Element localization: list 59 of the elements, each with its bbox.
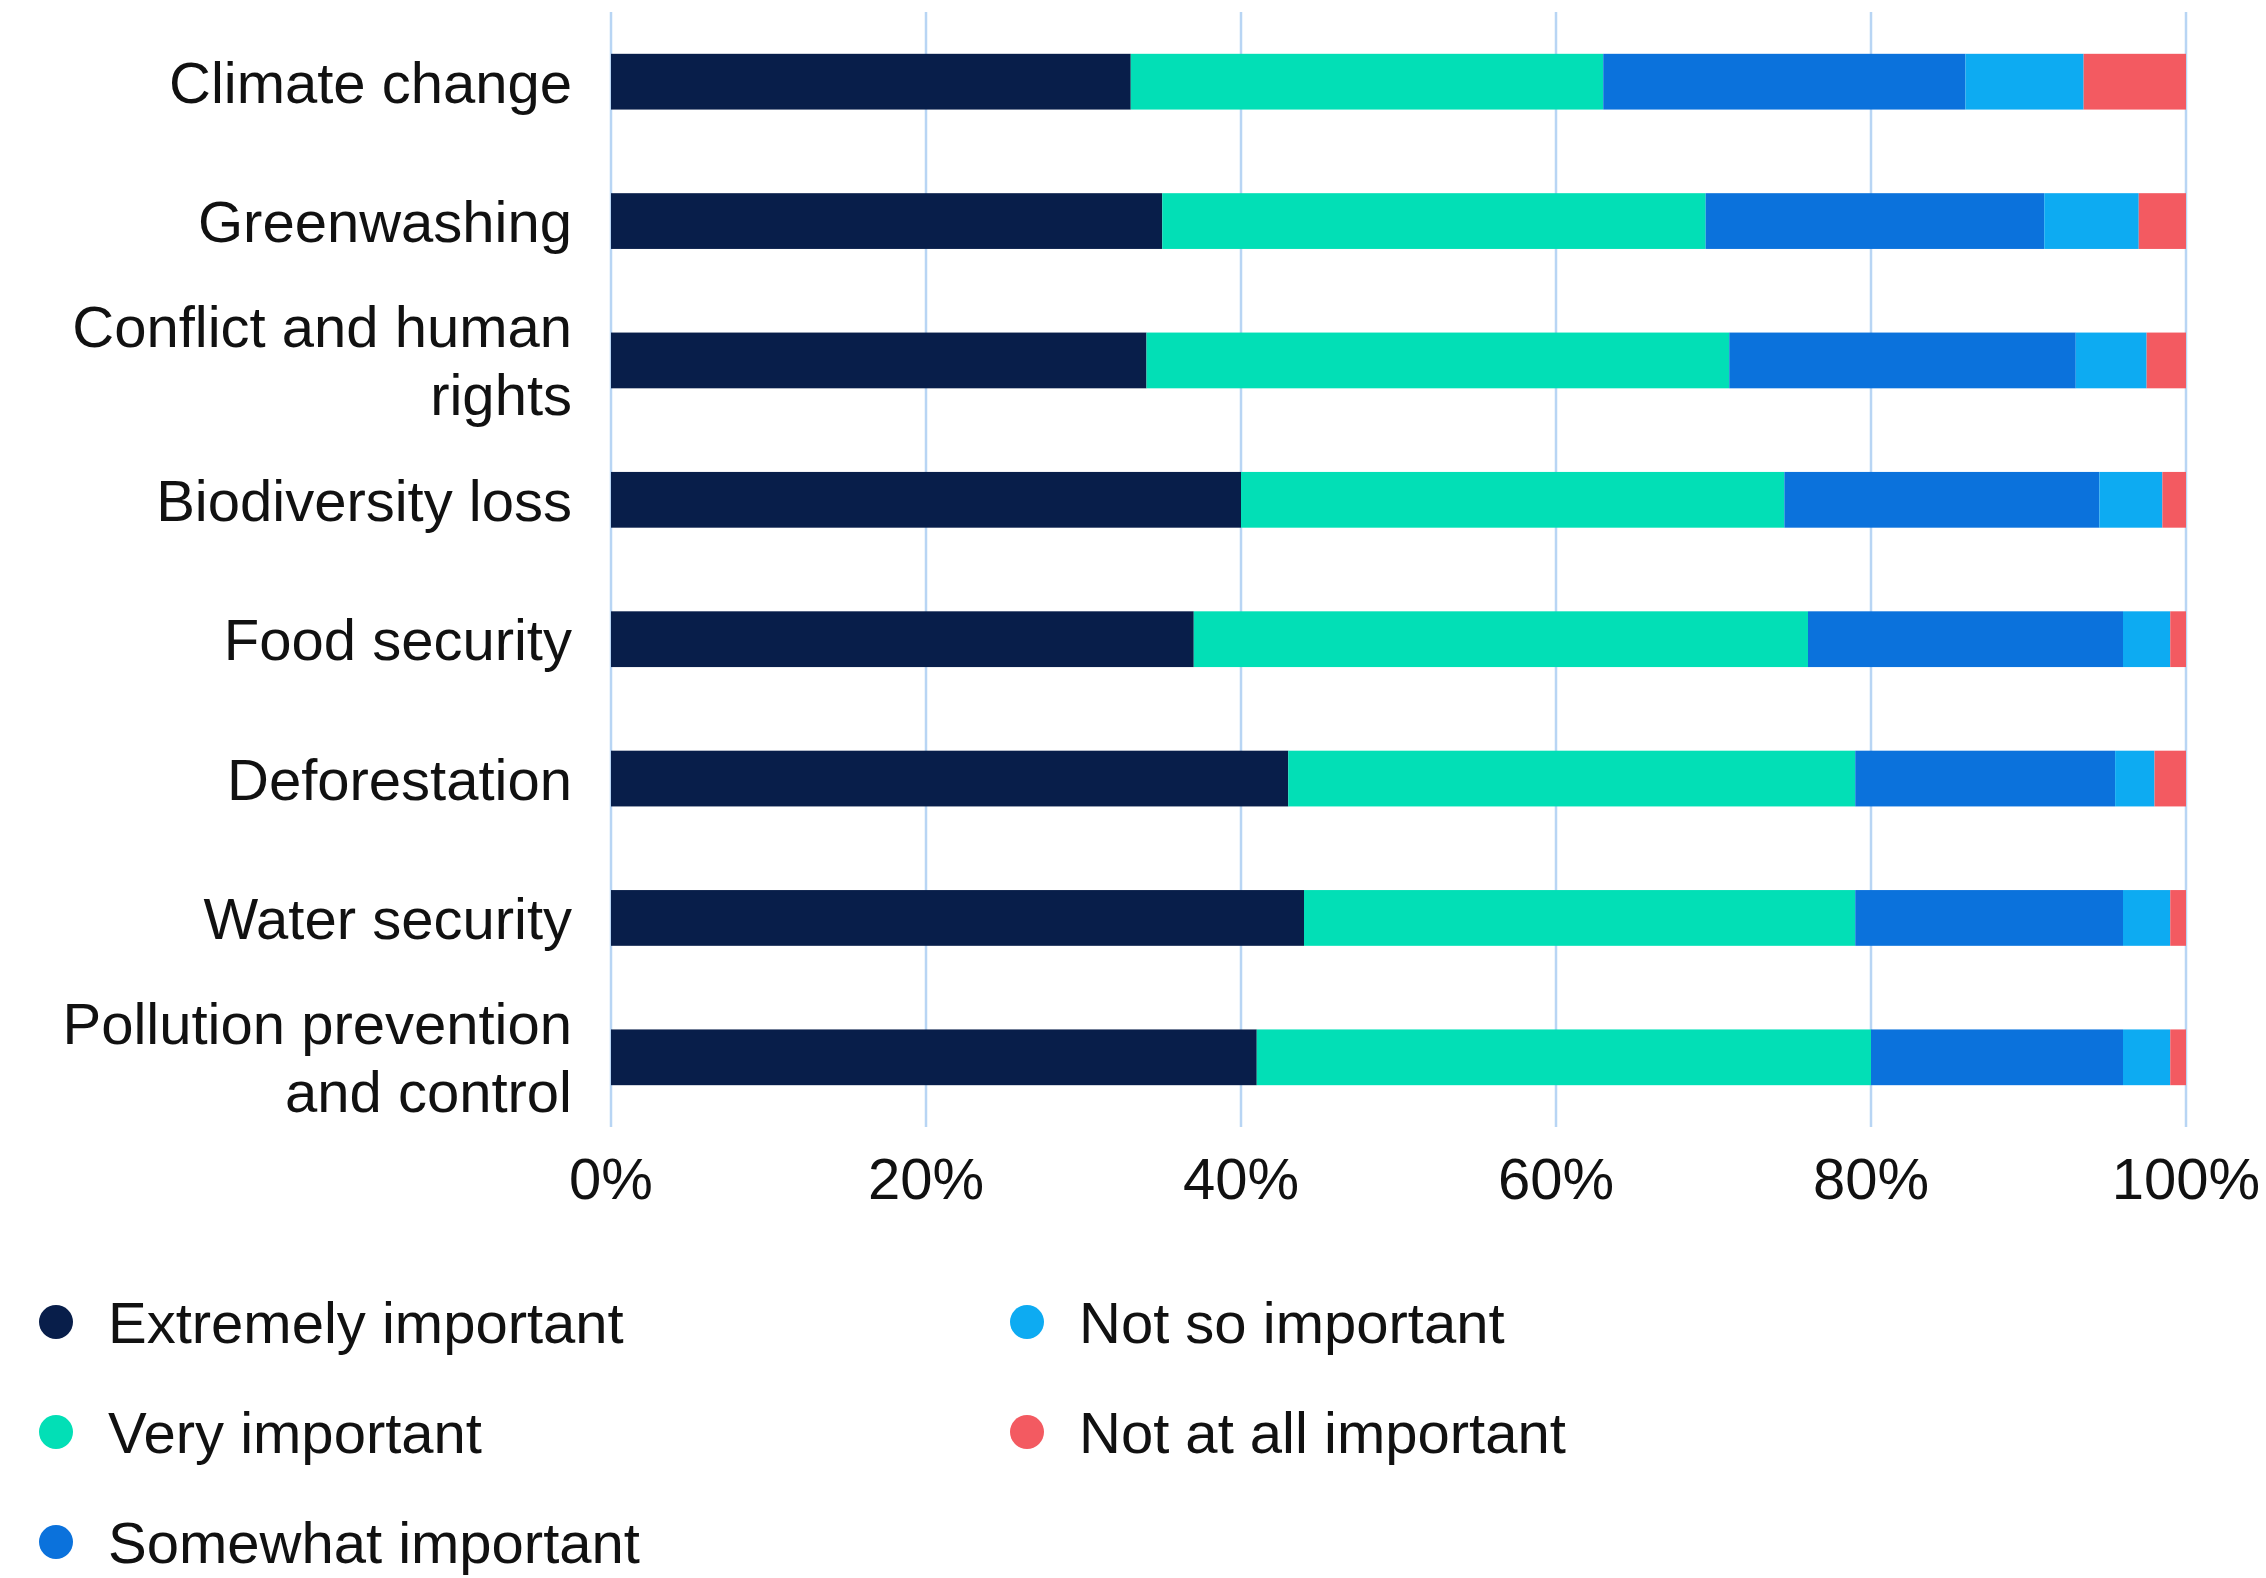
bar [611, 890, 1304, 946]
bar [2162, 471, 2187, 528]
y-tick-label: Conflict and human rights [72, 293, 572, 427]
bar [611, 53, 1131, 110]
bar [2138, 193, 2186, 249]
bar [611, 193, 1163, 249]
y-tick-label: Water security [203, 885, 572, 951]
x-tick-label: 20% [867, 1145, 985, 1211]
bar [2075, 332, 2147, 389]
bar [1162, 193, 1706, 249]
x-tick-label: 100% [2111, 1145, 2261, 1211]
y-tick-label: Greenwashing [198, 188, 572, 254]
bar [1855, 890, 2123, 946]
legend-label: Not at all important [1079, 1399, 1566, 1465]
bar [2099, 471, 2163, 528]
bar [1304, 890, 1856, 946]
bar [2044, 193, 2139, 249]
legend-label: Extremely important [108, 1289, 624, 1355]
bar [2123, 611, 2171, 668]
bar [2083, 53, 2186, 110]
bar [1705, 193, 2045, 249]
bar [1288, 750, 1856, 807]
bar [1241, 471, 1785, 528]
bar [2154, 750, 2186, 807]
legend-label: Somewhat important [108, 1509, 640, 1575]
bar [2170, 611, 2186, 668]
bar [2170, 890, 2186, 946]
bar [611, 332, 1147, 389]
bar [1784, 471, 2100, 528]
bar [611, 1029, 1257, 1086]
bar [1146, 332, 1730, 389]
bar [2123, 890, 2171, 946]
y-tick-label: Deforestation [227, 746, 572, 812]
y-tick-label: Pollution prevention and control [62, 990, 572, 1124]
x-tick-label: 0% [569, 1145, 653, 1211]
bar [1855, 750, 2116, 807]
bar [1965, 53, 2084, 110]
x-tick-label: 80% [1812, 1145, 1930, 1211]
bar [1808, 611, 2123, 668]
y-tick-label: Biodiversity loss [156, 467, 572, 533]
y-tick-label: Climate change [169, 49, 572, 115]
y-tick-label: Food security [223, 606, 572, 672]
bar [1256, 1029, 1871, 1086]
bar [2123, 1029, 2171, 1086]
x-tick-label: 40% [1182, 1145, 1300, 1211]
bar [611, 611, 1194, 668]
bar [1193, 611, 1808, 668]
bar [1130, 53, 1604, 110]
bar [2146, 332, 2186, 389]
x-tick-label: 60% [1497, 1145, 1615, 1211]
bar [1871, 1029, 2123, 1086]
bar [1603, 53, 1966, 110]
legend-label: Not so important [1079, 1289, 1505, 1355]
bar [2170, 1029, 2186, 1086]
bar [611, 750, 1289, 807]
legend-label: Very important [108, 1399, 482, 1465]
bar [611, 471, 1241, 528]
bar [2115, 750, 2155, 807]
bar [1729, 332, 2076, 389]
